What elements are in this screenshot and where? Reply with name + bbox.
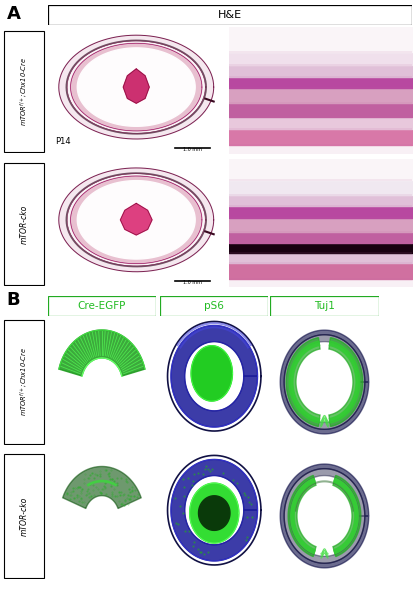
Polygon shape [77,181,195,259]
Text: $mTOR^{f/+}$;Chx10-Cre: $mTOR^{f/+}$;Chx10-Cre [18,348,30,417]
Polygon shape [171,460,258,561]
FancyBboxPatch shape [4,163,44,285]
Text: $mTOR^{f/+}$;Chx10-Cre: $mTOR^{f/+}$;Chx10-Cre [18,57,30,126]
Polygon shape [192,353,231,394]
Polygon shape [59,168,214,272]
Text: P14: P14 [55,137,71,146]
Polygon shape [121,204,152,235]
Text: mTOR-cko: mTOR-cko [20,496,28,536]
Polygon shape [191,346,233,401]
Polygon shape [67,173,205,266]
Polygon shape [63,467,141,509]
Polygon shape [284,468,365,563]
Polygon shape [71,43,202,131]
FancyBboxPatch shape [4,31,44,152]
Polygon shape [286,337,320,427]
Text: mTOR-cko: mTOR-cko [20,205,28,244]
Polygon shape [329,337,363,427]
Polygon shape [284,335,365,430]
Polygon shape [333,476,361,556]
Text: E14.5: E14.5 [52,430,74,439]
FancyBboxPatch shape [160,296,268,316]
Text: 1.0 mm: 1.0 mm [183,147,202,152]
Text: pS6: pS6 [204,301,224,311]
Polygon shape [198,496,230,530]
Polygon shape [123,69,149,103]
Text: B: B [7,291,20,310]
Polygon shape [280,464,369,568]
FancyBboxPatch shape [4,320,44,444]
Polygon shape [280,330,369,434]
Polygon shape [59,330,145,376]
Polygon shape [288,476,316,556]
FancyBboxPatch shape [270,296,379,316]
Text: Tuj1: Tuj1 [314,301,335,311]
Text: 1.0 mm: 1.0 mm [183,280,202,285]
Polygon shape [190,483,239,543]
Polygon shape [59,35,214,139]
Text: H&E: H&E [218,10,242,20]
FancyBboxPatch shape [48,296,156,316]
Polygon shape [77,48,195,126]
Polygon shape [71,176,202,264]
FancyBboxPatch shape [48,5,412,25]
Text: Cre-EGFP: Cre-EGFP [78,301,126,311]
Polygon shape [67,41,205,133]
Polygon shape [171,326,258,427]
FancyBboxPatch shape [4,454,44,578]
Text: A: A [7,5,20,24]
